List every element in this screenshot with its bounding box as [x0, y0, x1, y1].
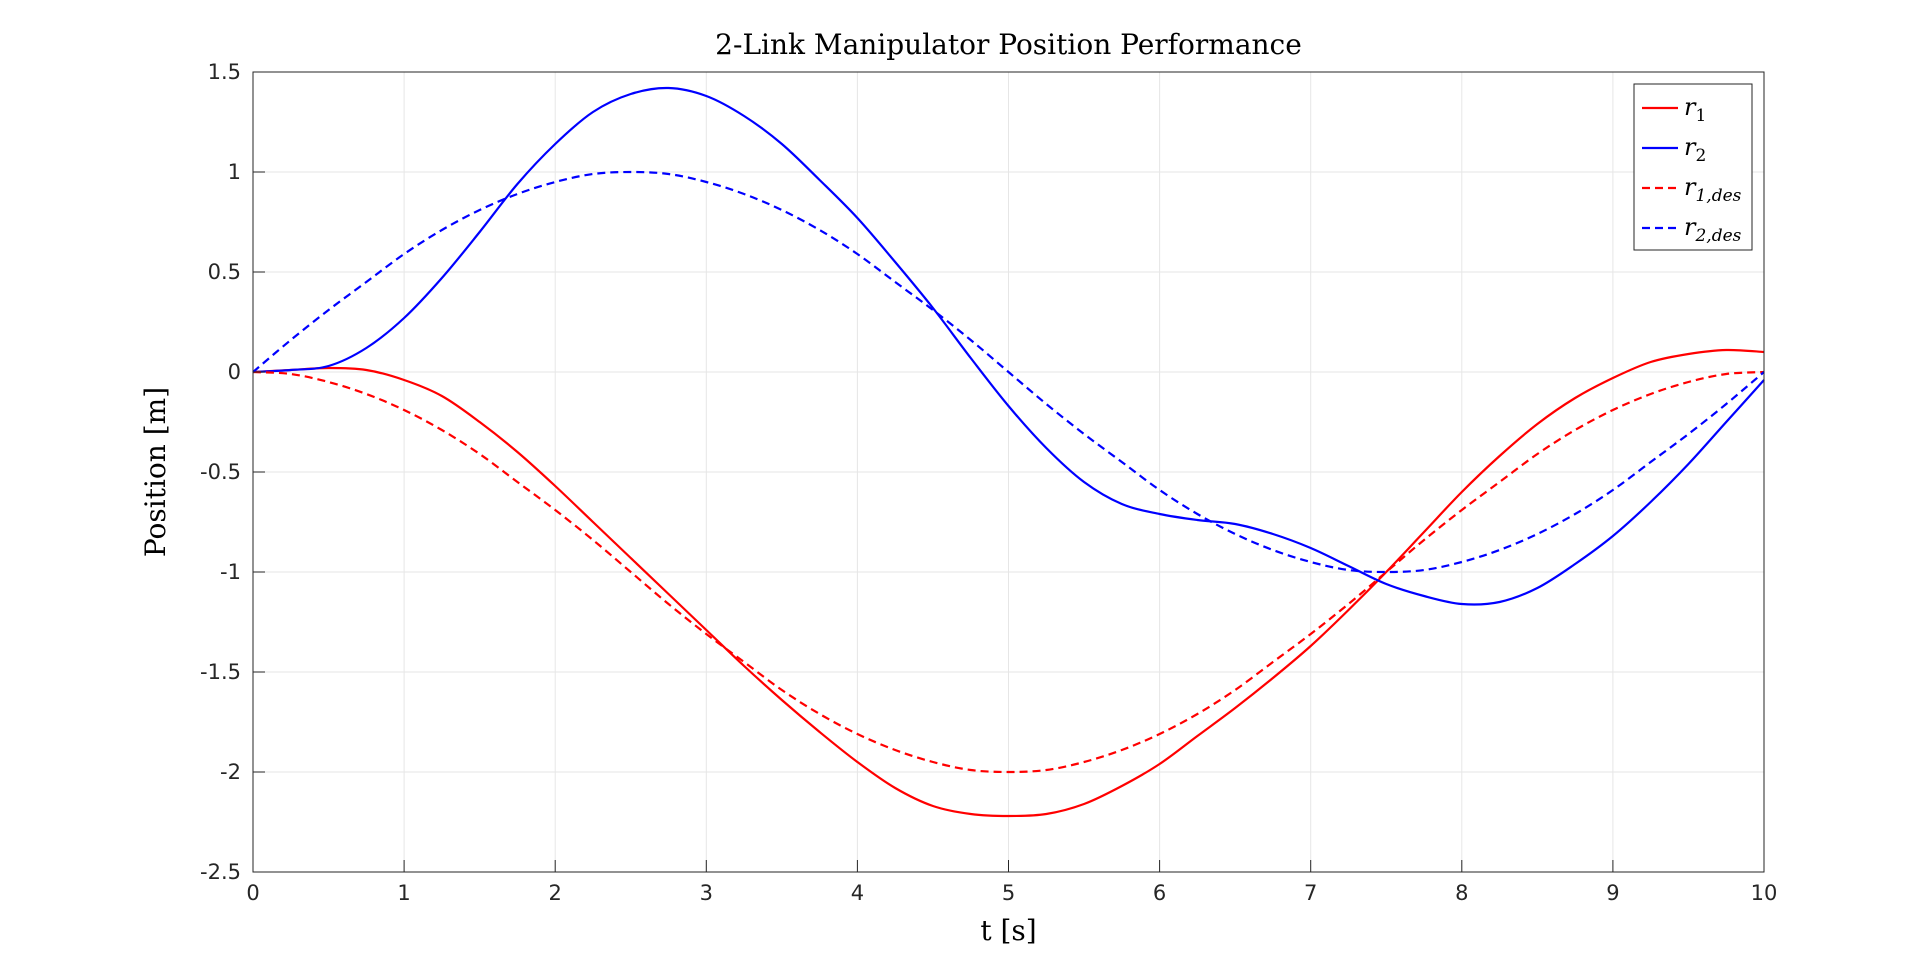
series-layer [252, 86, 1765, 818]
legend-label: r2 [1684, 133, 1706, 166]
y-tick-label: -1 [220, 560, 241, 584]
chart-title: 2-Link Manipulator Position Performance [715, 28, 1302, 61]
y-tick-label: 1.5 [208, 60, 241, 84]
legend-label: r1,des [1684, 173, 1742, 206]
series-line-r1-des [252, 370, 1765, 774]
series-line-r1 [252, 348, 1765, 818]
y-axis-label: Position [m] [139, 387, 172, 557]
x-tick-label: 4 [851, 881, 864, 905]
y-tick-label: -2 [220, 760, 241, 784]
x-tick-label: 2 [549, 881, 562, 905]
x-axis-label: t [s] [980, 914, 1036, 947]
ticks: 0 1 2 3 4 5 6 7 8 9 10 -2.5 -2 -1.5 -1 -0.5 0 0.5 1 1.5 [200, 60, 1777, 905]
legend-box [1633, 83, 1753, 251]
series-line-r2-des [252, 170, 1765, 574]
series-line-r2 [252, 86, 1765, 606]
x-tick-label: 1 [397, 881, 410, 905]
x-tick-label: 7 [1304, 881, 1317, 905]
y-tick-label: -2.5 [200, 860, 241, 884]
x-tick-label: 8 [1455, 881, 1468, 905]
x-tick-label: 6 [1153, 881, 1166, 905]
y-tick-label: -0.5 [200, 460, 241, 484]
x-tick-label: 10 [1751, 881, 1778, 905]
y-tick-label: 1 [228, 160, 241, 184]
y-tick-label: 0.5 [208, 260, 241, 284]
y-tick-label: 0 [228, 360, 241, 384]
legend-label: r1 [1684, 93, 1706, 126]
x-tick-label: 0 [246, 881, 259, 905]
x-tick-label: 9 [1606, 881, 1619, 905]
y-tick-label: -1.5 [200, 660, 241, 684]
x-tick-label: 5 [1002, 881, 1015, 905]
legend-label: r2,des [1684, 213, 1742, 246]
legend: r1 r2 r1,des r2,des [1633, 83, 1753, 251]
x-tick-label: 3 [700, 881, 713, 905]
